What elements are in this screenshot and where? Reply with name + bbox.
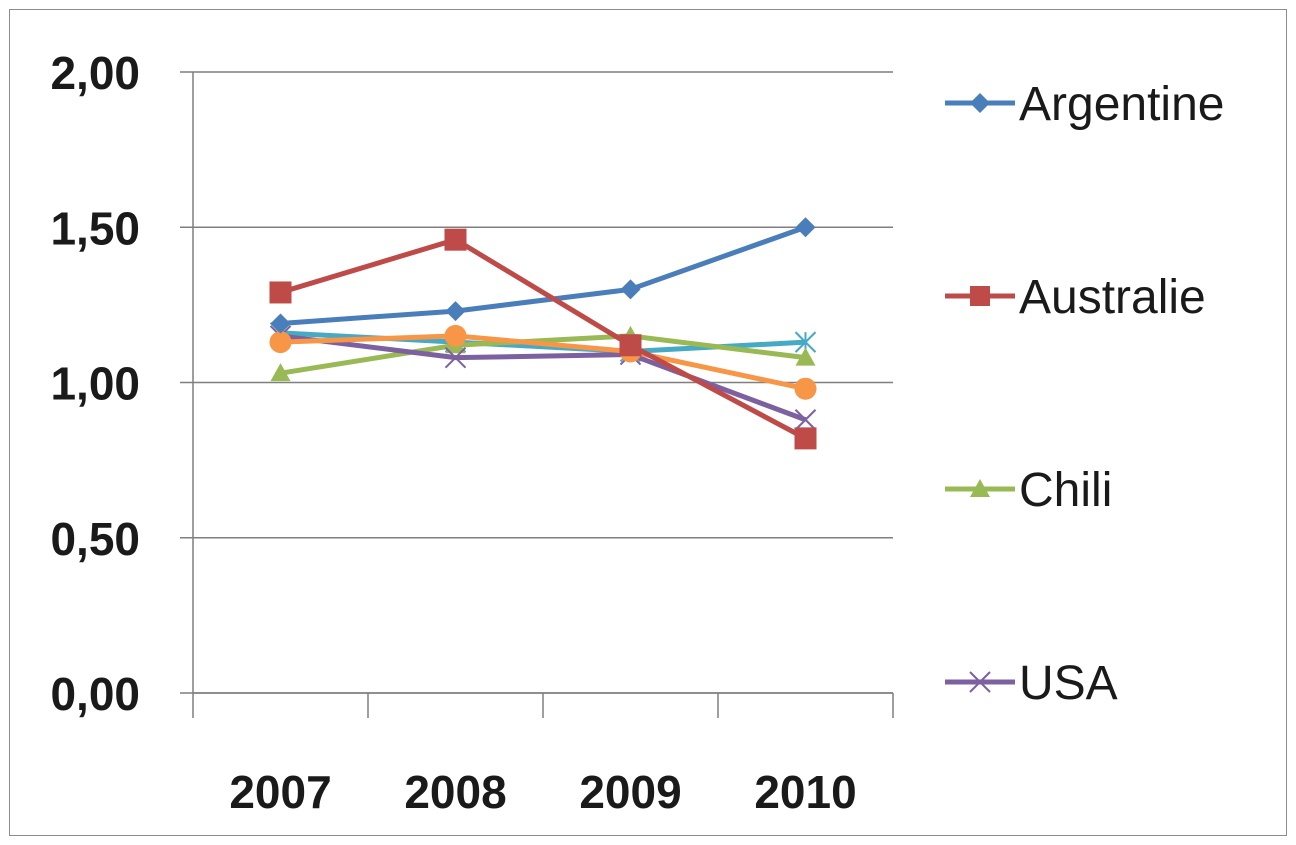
x-marker: [794, 409, 817, 431]
diamond-marker: [970, 93, 990, 113]
x-marker: [969, 671, 991, 693]
y-tick-label: 0,50: [50, 513, 140, 565]
diamond-marker: [445, 301, 466, 322]
chart-frame: [9, 9, 1287, 836]
series-lines: [269, 217, 817, 450]
triangle-marker: [270, 363, 291, 382]
axes: [192, 72, 894, 718]
series-australie: [269, 228, 817, 450]
square-marker: [970, 286, 990, 306]
series-line: [280, 333, 807, 423]
series-line: [280, 224, 807, 326]
legend-label: Argentine: [1019, 78, 1224, 131]
x-marker: [444, 346, 467, 369]
series-line: [280, 333, 806, 376]
legend-item-argentine: Argentine: [945, 78, 1224, 131]
legend-label: Australie: [1019, 271, 1206, 324]
square-marker: [269, 281, 292, 304]
series-line: [280, 333, 807, 392]
circle-marker: [794, 377, 817, 400]
x-tick-label: 2009: [579, 766, 681, 818]
legend-item-australie: Australie: [945, 271, 1206, 324]
diamond-marker: [795, 217, 816, 238]
y-tick-label: 1,50: [50, 202, 140, 254]
x-marker-stroke: [969, 671, 991, 693]
square-marker: [619, 334, 642, 357]
legend-item-chili: Chili: [945, 464, 1112, 517]
legend: Argentine Australie Chili USA: [945, 78, 1224, 710]
square-marker: [794, 427, 817, 450]
legend-item-usa: USA: [945, 657, 1118, 710]
diamond-marker: [270, 313, 291, 334]
y-tick-label: 2,00: [50, 47, 140, 99]
x-tick-label: 2010: [754, 766, 856, 818]
legend-label: USA: [1019, 657, 1118, 710]
triangle-marker: [795, 347, 816, 366]
y-tick-label: 0,00: [50, 668, 140, 720]
x-tick-label: 2007: [229, 766, 331, 818]
y-tick-label: 1,00: [50, 358, 140, 410]
tick-labels: 0,00 0,50 1,00 1,50 2,00 2007 2008 2009 2010: [50, 47, 856, 818]
square-marker: [444, 228, 467, 251]
legend-label: Chili: [1019, 464, 1112, 517]
triangle-marker: [970, 479, 990, 497]
circle-marker: [444, 324, 467, 347]
series-line: [279, 237, 807, 441]
circle-marker: [269, 331, 292, 354]
x-marker-stroke: [794, 409, 817, 431]
series-argentine: [270, 217, 816, 334]
x-marker-stroke: [444, 346, 467, 369]
diamond-marker: [620, 279, 641, 300]
x-tick-label: 2008: [404, 766, 506, 818]
